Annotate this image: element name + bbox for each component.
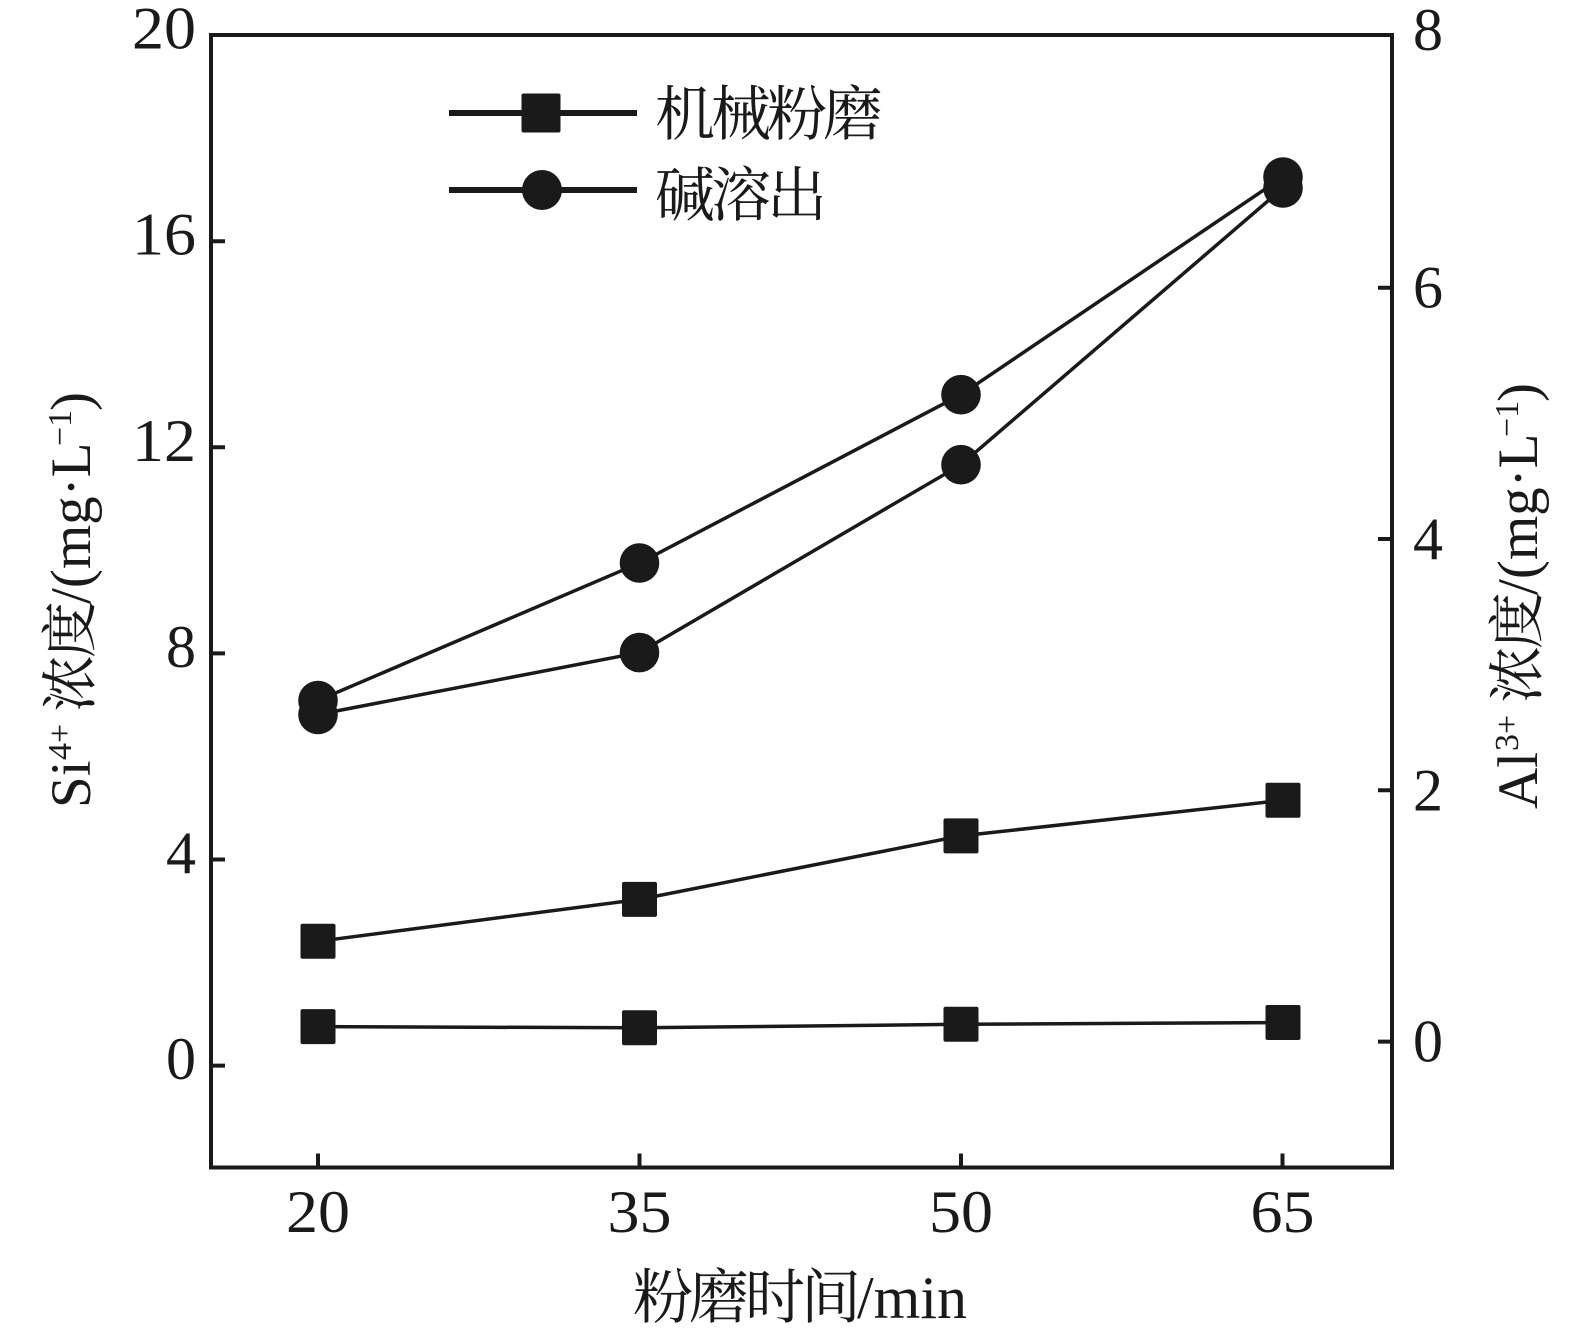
svg-text:8: 8 (166, 614, 196, 680)
svg-text:): ) (1487, 383, 1550, 402)
svg-text:−1: −1 (1489, 401, 1526, 437)
svg-text:4: 4 (166, 820, 196, 886)
svg-text:/(mg·L: /(mg·L (40, 443, 103, 604)
svg-text:50: 50 (929, 1179, 993, 1245)
svg-text:0: 0 (1413, 1009, 1443, 1075)
svg-text:−1: −1 (42, 410, 79, 446)
svg-text:4+: 4+ (42, 724, 79, 760)
svg-text:65: 65 (1251, 1179, 1315, 1245)
svg-text:16: 16 (132, 202, 196, 268)
svg-text:20: 20 (132, 0, 196, 62)
svg-text:Si: Si (40, 760, 103, 808)
svg-text:3+: 3+ (1489, 715, 1526, 751)
svg-text:6: 6 (1413, 255, 1443, 321)
svg-text:Al: Al (1487, 752, 1550, 809)
svg-text:/(mg·L: /(mg·L (1487, 434, 1550, 595)
svg-text:8: 8 (1413, 0, 1443, 63)
svg-text:4: 4 (1413, 506, 1443, 572)
svg-text:35: 35 (608, 1179, 672, 1245)
svg-text:2: 2 (1413, 757, 1443, 823)
svg-text:): ) (40, 392, 103, 411)
svg-text:12: 12 (132, 408, 196, 474)
svg-text:20: 20 (286, 1179, 350, 1245)
svg-text:/min: /min (857, 1265, 967, 1331)
svg-text:0: 0 (166, 1026, 196, 1092)
